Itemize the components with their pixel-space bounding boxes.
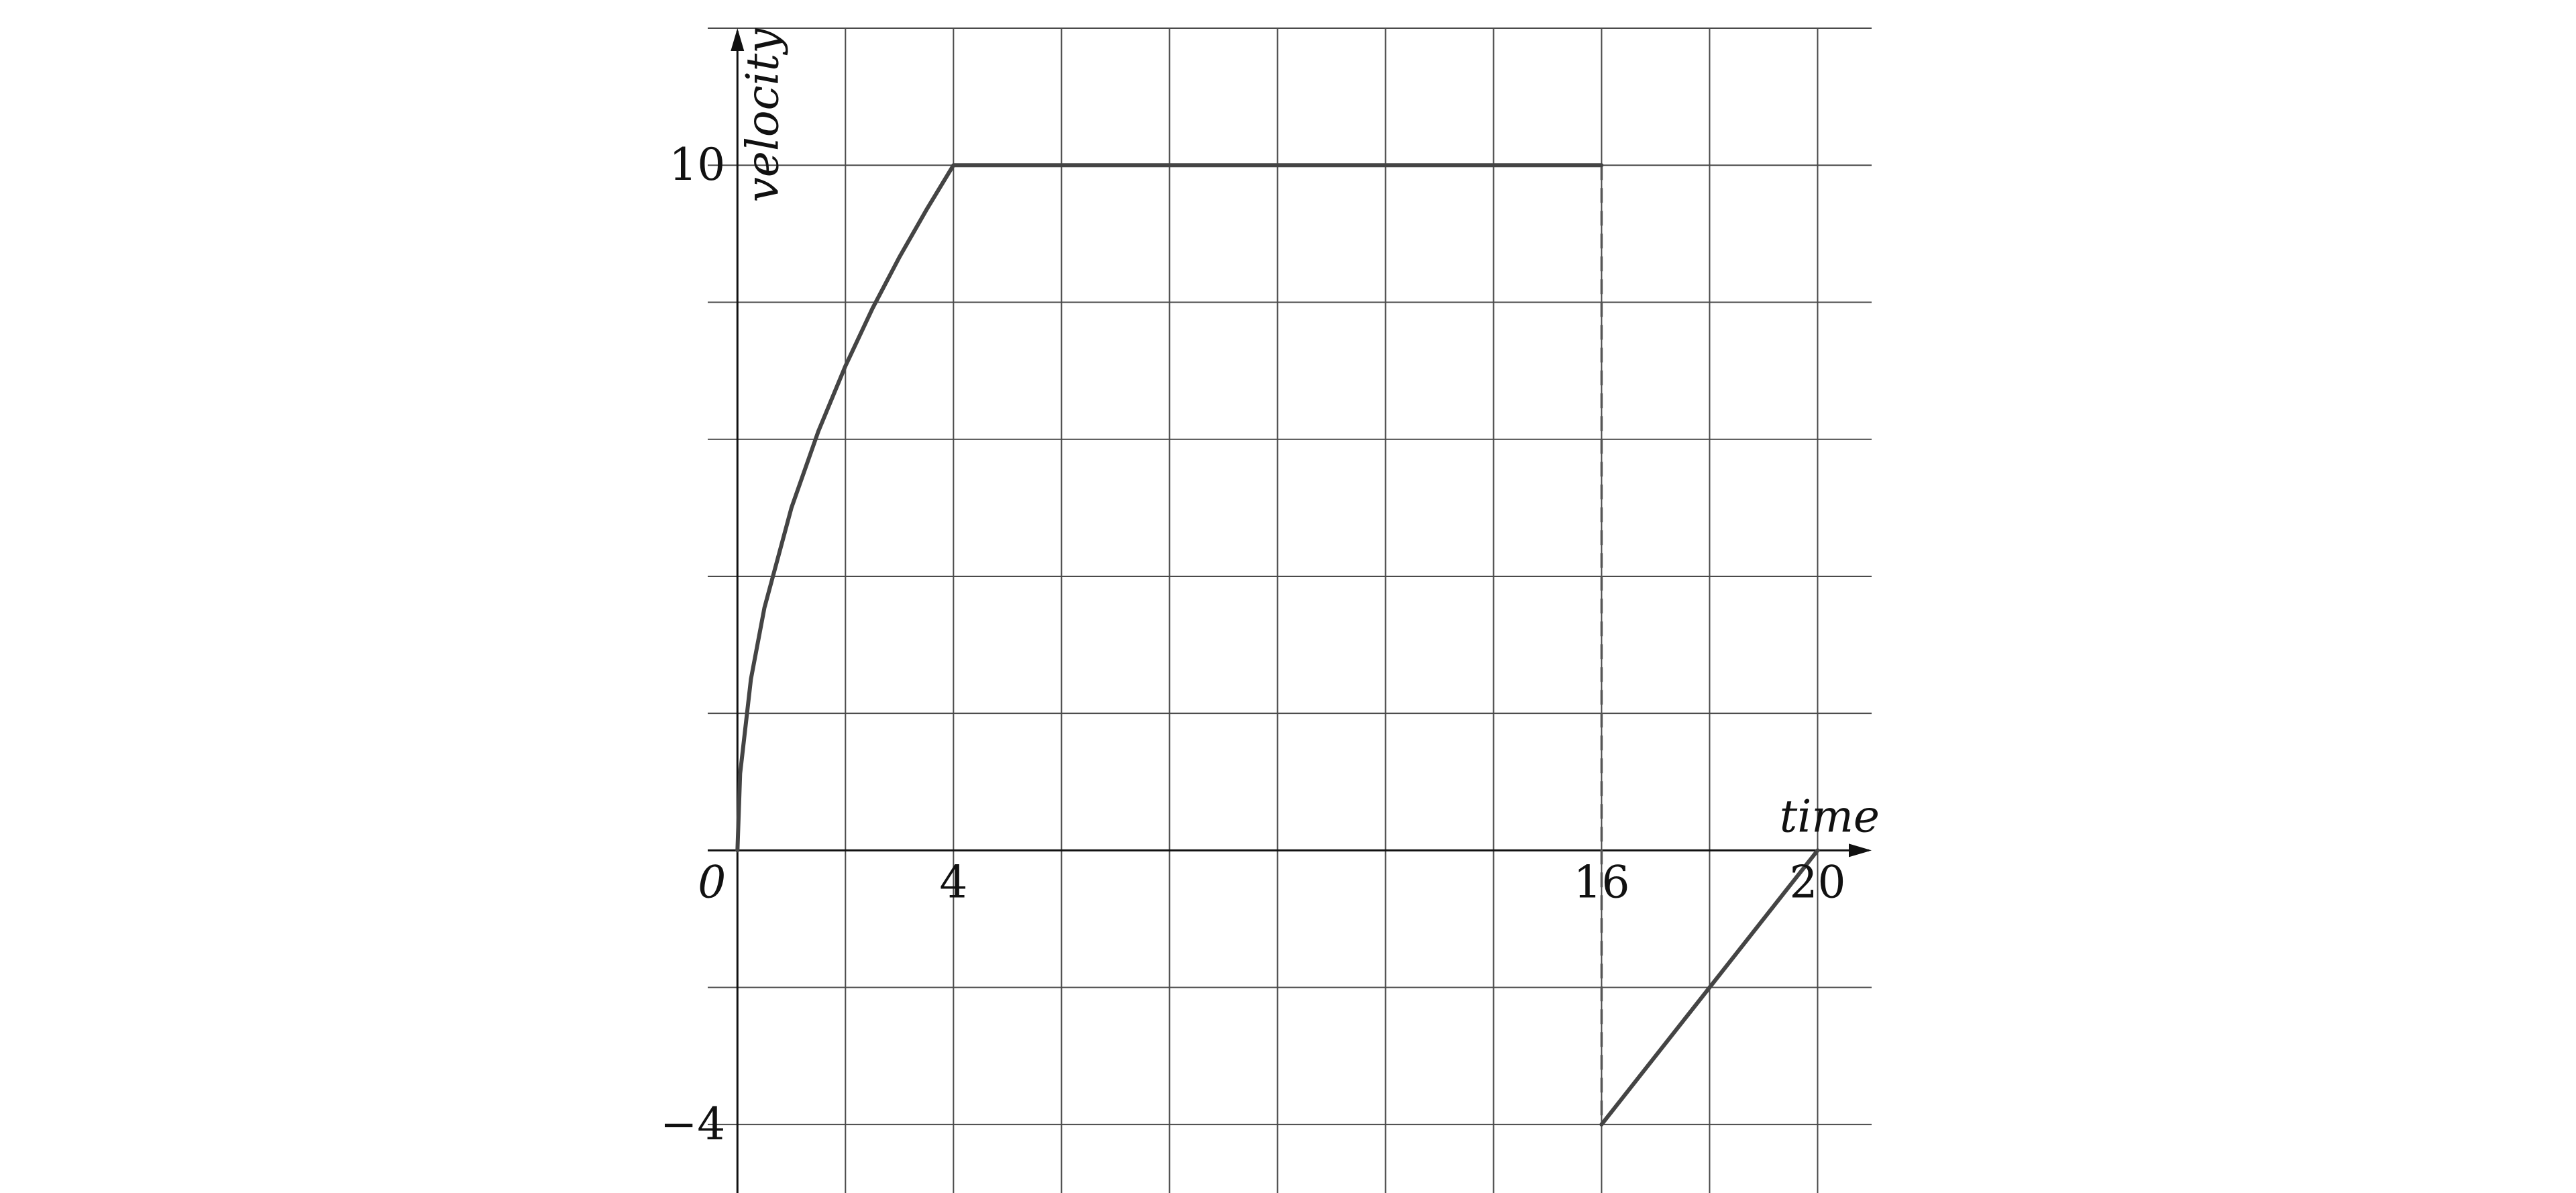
x-tick-label: 16 xyxy=(1573,856,1629,908)
x-axis-title: time xyxy=(1780,790,1880,842)
y-tick-label: −4 xyxy=(660,1098,725,1150)
y-axis-title: velocity xyxy=(737,28,788,203)
grid xyxy=(708,28,1872,1193)
labels: time velocity 0 4 16 20 10 −4 xyxy=(660,28,1880,1150)
series-line-1 xyxy=(735,163,1604,853)
y-tick-label: 10 xyxy=(669,139,725,191)
series xyxy=(735,163,1820,1127)
x-tick-label: 4 xyxy=(939,856,967,908)
axes xyxy=(708,28,1872,1193)
y-axis-arrowhead xyxy=(731,28,745,51)
x-tick-label: 20 xyxy=(1789,856,1845,908)
series-line-2 xyxy=(1599,848,1820,1127)
x-axis-arrowhead xyxy=(1849,843,1872,858)
origin-label: 0 xyxy=(698,856,726,908)
